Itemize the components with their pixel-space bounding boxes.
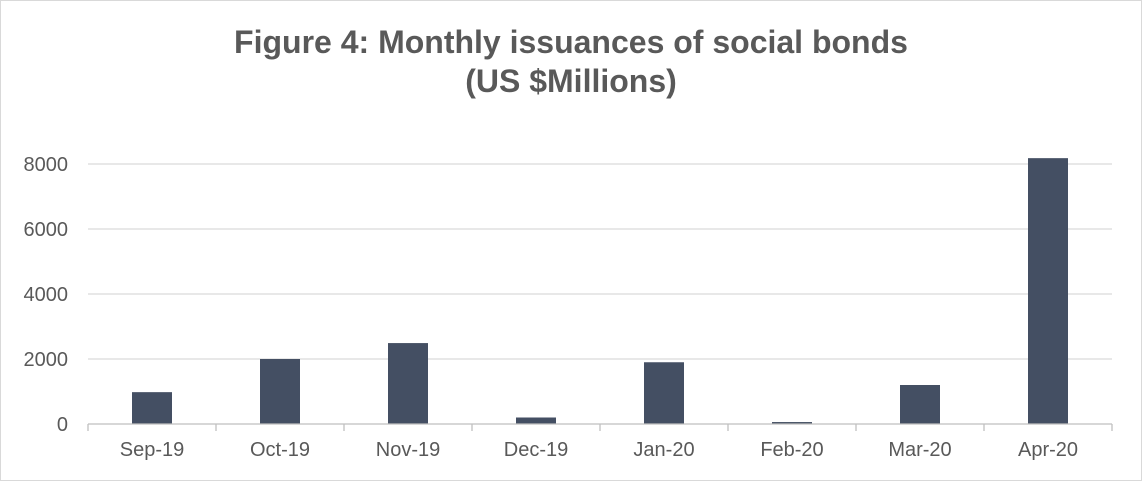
x-axis — [87, 423, 1113, 431]
bars — [132, 158, 1068, 424]
y-axis-ticks: 0 2000 4000 6000 8000 — [24, 154, 69, 436]
bar-nov-19 — [388, 343, 428, 424]
bar-oct-19 — [260, 359, 300, 424]
y-tick-label: 8000 — [24, 154, 69, 176]
bar-jan-20 — [644, 362, 684, 424]
x-tick-label: Oct-19 — [250, 439, 310, 461]
bar-feb-20 — [772, 422, 812, 424]
bar-apr-20 — [1028, 158, 1068, 424]
x-tick-label: Jan-20 — [633, 439, 694, 461]
bar-sep-19 — [132, 392, 172, 424]
y-tick-label: 4000 — [24, 284, 69, 306]
x-tick-label: Apr-20 — [1018, 439, 1078, 461]
gridlines — [88, 163, 1112, 360]
y-tick-label: 6000 — [24, 219, 69, 241]
x-tick-label: Nov-19 — [376, 439, 440, 461]
x-tick-label: Mar-20 — [888, 439, 951, 461]
x-tick-label: Dec-19 — [504, 439, 568, 461]
x-tick-label: Feb-20 — [760, 439, 823, 461]
bar-dec-19 — [516, 417, 556, 424]
x-tick-label: Sep-19 — [120, 439, 185, 461]
chart-subtitle: (US $Millions) — [465, 63, 677, 99]
x-axis-ticks: Sep-19 Oct-19 Nov-19 Dec-19 Jan-20 Feb-20 Mar-… — [120, 439, 1078, 461]
y-tick-label: 0 — [57, 414, 68, 436]
bar-mar-20 — [900, 385, 940, 424]
chart-title: Figure 4: Monthly issuances of social bo… — [234, 24, 908, 60]
y-tick-label: 2000 — [24, 349, 69, 371]
